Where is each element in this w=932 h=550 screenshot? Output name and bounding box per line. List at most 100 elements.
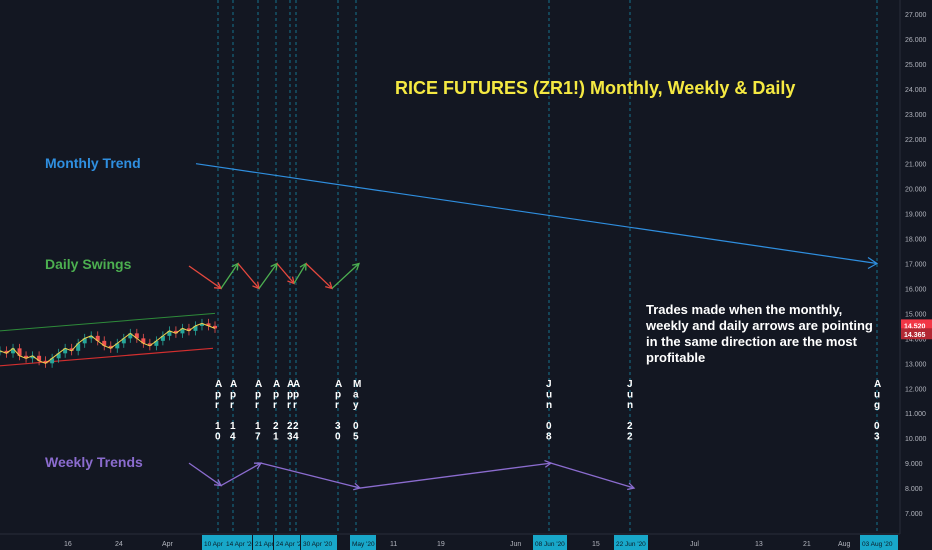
vertical-marker-label: 0: [546, 421, 552, 432]
vertical-marker-label: p: [335, 390, 341, 401]
vertical-marker-label: A: [273, 379, 280, 390]
date-tag: [860, 535, 898, 550]
price-candle: [206, 323, 211, 326]
y-tick-label: 27.000: [905, 12, 927, 19]
vertical-marker-label: 2: [287, 421, 293, 432]
date-tag-label: 03 Aug '20: [862, 541, 893, 548]
price-candle: [30, 355, 35, 359]
vertical-marker-label: 1: [215, 421, 221, 432]
y-tick-label: 26.000: [905, 37, 927, 44]
price-candle: [63, 348, 68, 354]
vertical-marker-label: A: [215, 379, 222, 390]
y-tick-label: 12.000: [905, 386, 927, 393]
y-tick-label: 25.000: [905, 62, 927, 69]
price-candle: [121, 338, 126, 344]
x-tick-label: Apr: [162, 541, 174, 548]
vertical-marker-label: 2: [627, 421, 633, 432]
price-candle: [108, 345, 113, 349]
date-tag-label: 10 Apr '20: [204, 541, 233, 548]
price-candle: [141, 338, 146, 344]
date-tag-label: 24 Apr '20: [276, 541, 305, 548]
price-candle: [213, 325, 217, 329]
price-candle: [4, 350, 9, 354]
date-tag-label: May '20: [352, 541, 375, 548]
weekly-trend-arrow: [359, 462, 552, 489]
vertical-marker-label: r: [255, 400, 259, 411]
vertical-marker-label: 0: [335, 432, 341, 443]
vertical-marker-label: p: [287, 390, 293, 401]
vertical-marker-label: r: [287, 400, 291, 411]
vertical-marker-label: r: [273, 400, 277, 411]
y-tick-label: 24.000: [905, 87, 927, 94]
date-tag: [202, 535, 224, 550]
price-candle: [69, 348, 74, 351]
vertical-marker-label: 1: [273, 432, 279, 443]
monthly-trend-arrowhead: [867, 257, 879, 270]
price-moving-average: [0, 322, 216, 364]
y-tick-label: 18.000: [905, 237, 927, 244]
strategy-note: Trades made when the monthly, weekly and…: [646, 302, 873, 365]
vertical-marker-label: p: [293, 390, 299, 401]
y-tick-label: 10.000: [905, 436, 927, 443]
vertical-marker-label: 2: [293, 421, 299, 432]
y-tick-label: 23.000: [905, 112, 927, 119]
y-tick-label: 13.000: [905, 361, 927, 368]
vertical-marker-label: r: [335, 400, 339, 411]
vertical-marker-label: 2: [273, 421, 279, 432]
y-tick-label: 22.000: [905, 137, 927, 144]
price-candle: [199, 323, 204, 326]
date-tag: [614, 535, 648, 550]
price-candle: [160, 335, 165, 341]
x-tick-label: 15: [592, 541, 600, 548]
vertical-marker-label: p: [215, 390, 221, 401]
x-tick-label: 21: [803, 541, 811, 548]
last-price-tag: [901, 319, 932, 331]
vertical-marker-label: 1: [255, 421, 261, 432]
price-candle: [24, 355, 29, 359]
weekly-trend-arrow: [220, 462, 262, 487]
price-candle: [167, 330, 172, 336]
y-tick-label: 14.000: [905, 336, 927, 343]
date-tag: [533, 535, 567, 550]
price-candle: [11, 348, 16, 354]
vertical-marker-label: 2: [627, 432, 633, 443]
price-candle: [37, 355, 42, 361]
y-tick-label: 9.000: [905, 461, 923, 468]
plot-area: [0, 0, 900, 534]
vertical-marker-label: p: [230, 390, 236, 401]
x-tick-label: Jul: [690, 541, 699, 548]
vertical-marker-label: u: [627, 390, 633, 401]
date-tag-label: 22 Jun '20: [616, 541, 646, 548]
vertical-marker-label: 0: [874, 421, 880, 432]
vertical-marker-label: a: [353, 390, 359, 401]
vertical-marker-label: 3: [874, 432, 880, 443]
price-candle: [180, 328, 185, 334]
vertical-marker-label: A: [293, 379, 300, 390]
last-price-value: 14.520: [904, 323, 926, 330]
vertical-marker-label: A: [287, 379, 294, 390]
daily-swing-arrow: [258, 263, 278, 289]
y-tick-label: 11.000: [905, 411, 926, 418]
x-tick-label: Jun: [510, 541, 521, 548]
date-tag: [350, 535, 376, 550]
vertical-marker-label: 4: [293, 432, 299, 443]
vertical-marker-label: p: [273, 390, 279, 401]
weekly-trends-label: Weekly Trends: [45, 454, 143, 470]
vertical-marker-label: A: [335, 379, 342, 390]
date-tag: [253, 535, 273, 550]
price-candle: [115, 343, 120, 349]
daily-swings-label: Daily Swings: [45, 256, 132, 272]
vertical-marker-label: g: [874, 400, 880, 411]
prev-price-tag: [901, 328, 932, 340]
vertical-marker-label: 7: [255, 432, 261, 443]
price-candle: [43, 360, 48, 364]
daily-swing-arrow: [305, 263, 333, 289]
vertical-marker-label: n: [546, 400, 552, 411]
price-candle: [134, 333, 139, 339]
date-tag: [274, 535, 300, 550]
date-tag-label: 08 Jun '20: [535, 541, 565, 548]
daily-swing-arrow: [188, 265, 222, 289]
price-candle: [89, 335, 94, 339]
vertical-marker-label: A: [230, 379, 237, 390]
